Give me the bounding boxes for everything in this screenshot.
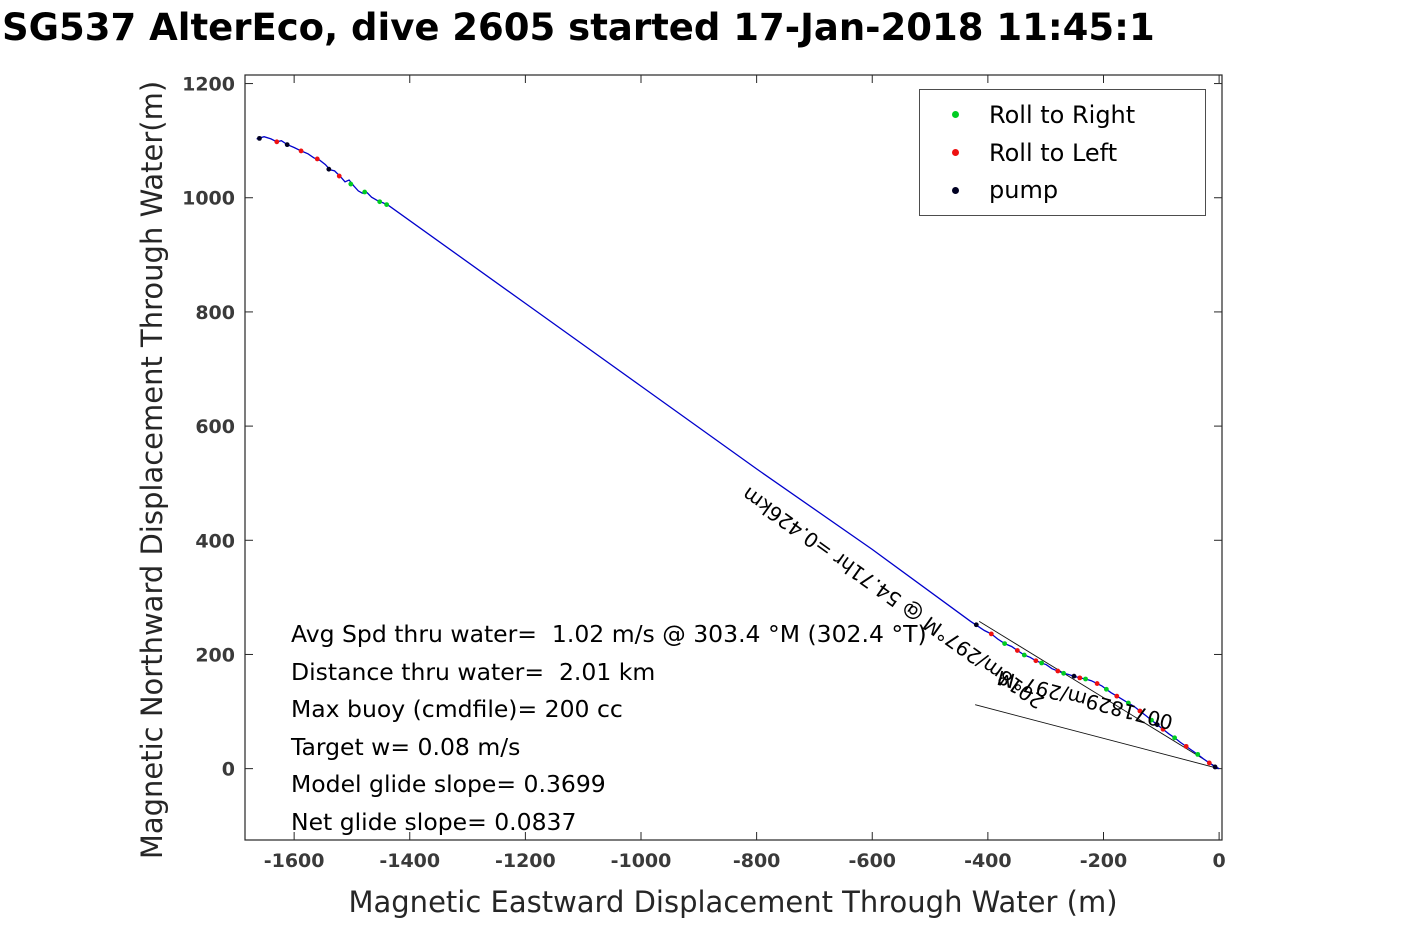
- stat-net-glide-slope: Net glide slope= 0.0837: [291, 807, 577, 836]
- stats-annotation: Avg Spd thru water= 1.02 m/s @ 303.4 °M …: [291, 616, 927, 842]
- y-tick-label: 1000: [182, 188, 235, 210]
- x-tick-label: -1400: [379, 850, 440, 872]
- roll-to-right-marker: [1083, 676, 1088, 682]
- roll-to-left-marker: [1114, 693, 1120, 699]
- roll-to-left-marker: [1137, 708, 1143, 714]
- pump-marker: [973, 622, 979, 628]
- roll-to-right-marker: [1002, 641, 1008, 647]
- y-tick-label: 200: [195, 644, 235, 666]
- pump-marker: [257, 135, 262, 141]
- stat-distance: Distance thru water= 2.01 km: [291, 657, 656, 686]
- legend: Roll to Right Roll to Left pump: [919, 89, 1206, 216]
- bearing-line: [975, 704, 1220, 770]
- y-tick-label: 800: [195, 302, 235, 324]
- x-tick-label: -1200: [495, 850, 556, 872]
- roll-to-left-marker: [1055, 668, 1061, 674]
- legend-label: pump: [989, 176, 1059, 205]
- roll-to-left-marker: [988, 631, 994, 637]
- roll-to-right-marker: [1039, 660, 1045, 666]
- roll-to-left-marker: [314, 156, 320, 162]
- legend-item-pump: pump: [920, 171, 1205, 209]
- legend-label: Roll to Left: [989, 138, 1118, 167]
- roll-to-left-marker: [274, 139, 280, 145]
- roll-to-right-marker: [1195, 751, 1201, 757]
- roll-to-left-marker: [298, 148, 304, 154]
- roll-to-left-marker: [1094, 681, 1100, 686]
- roll-to-left-marker: [1014, 648, 1020, 653]
- legend-label: Roll to Right: [989, 100, 1136, 129]
- x-tick-label: -1000: [611, 850, 672, 872]
- legend-item-roll-to-left: Roll to Left: [920, 134, 1205, 172]
- roll-to-right-marker: [1103, 686, 1109, 692]
- y-tick-label: 0: [222, 759, 235, 781]
- pump-marker: [1154, 722, 1160, 728]
- roll-to-right-marker: [1021, 652, 1027, 658]
- x-tick-label: -1600: [264, 850, 325, 872]
- stat-avg-speed: Avg Spd thru water= 1.02 m/s @ 303.4 °M …: [291, 620, 927, 648]
- roll-to-right-marker: [1061, 670, 1066, 676]
- pump-marker: [326, 166, 332, 172]
- roll-to-right-marker: [1149, 717, 1154, 723]
- pump-marker: [1212, 764, 1218, 770]
- roll-left-marker-icon: [952, 149, 959, 156]
- roll-to-left-marker: [1183, 743, 1189, 749]
- x-axis-label: Magnetic Eastward Displacement Through W…: [348, 885, 1118, 919]
- roll-to-right-marker: [1125, 700, 1131, 706]
- stat-model-glide-slope: Model glide slope= 0.3699: [291, 770, 606, 799]
- stat-target-w: Target w= 0.08 m/s: [291, 732, 521, 761]
- roll-to-right-marker: [1172, 735, 1177, 741]
- roll-to-left-marker: [1206, 760, 1212, 766]
- roll-to-left-marker: [1160, 726, 1166, 732]
- legend-item-roll-to-right: Roll to Right: [920, 96, 1205, 134]
- roll-to-right-marker: [384, 202, 390, 207]
- roll-to-left-marker: [1033, 658, 1039, 664]
- roll-to-left-marker: [336, 173, 342, 179]
- pump-marker-icon: [952, 186, 959, 194]
- roll-right-marker-icon: [952, 111, 959, 119]
- roll-to-right-marker: [377, 199, 383, 205]
- y-tick-label: 600: [195, 416, 235, 438]
- roll-to-right-marker: [362, 189, 368, 195]
- stat-max-buoy: Max buoy (cmdfile)= 200 cc: [291, 695, 623, 724]
- chart-title: SG537 AlterEco, dive 2605 started 17-Jan…: [2, 6, 1155, 49]
- x-tick-label: -200: [1080, 850, 1128, 872]
- roll-to-left-marker: [1077, 675, 1083, 681]
- roll-to-right-marker: [348, 181, 354, 187]
- x-tick-label: 0: [1212, 850, 1225, 872]
- x-tick-label: -400: [964, 850, 1012, 872]
- pump-marker: [284, 142, 290, 148]
- pump-marker: [1071, 673, 1077, 679]
- axes-box: [244, 74, 1223, 841]
- x-tick-label: -800: [733, 850, 781, 872]
- y-tick-label: 1200: [182, 74, 235, 96]
- bearing-line: [978, 620, 1220, 770]
- x-tick-label: -600: [848, 850, 896, 872]
- y-tick-label: 400: [195, 530, 235, 552]
